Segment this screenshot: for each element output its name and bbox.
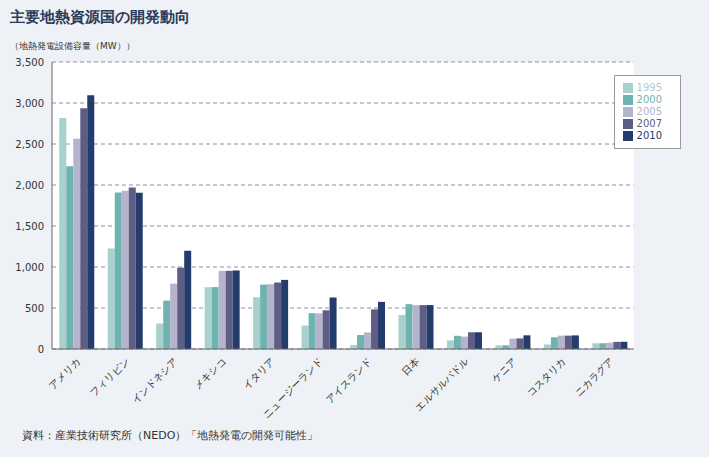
html-text:2000: 2000 [636,94,662,105]
svg-text:コスタリカ: コスタリカ [524,356,567,399]
svg-text:0: 0 [38,344,44,355]
svg-text:ケニア: ケニア [490,356,519,385]
svg-text:日本: 日本 [400,356,422,378]
svg-text:1,000: 1,000 [15,262,44,273]
svg-text:1,500: 1,500 [15,221,44,232]
html-text:主要地熱資源国の開発動向: 主要地熱資源国の開発動向 [10,8,190,26]
svg-text:ニカラグア: ニカラグア [573,356,616,399]
svg-text:フィリピン: フィリピン [88,356,131,399]
svg-text:ニュージーランド: ニュージーランド [261,356,325,420]
svg-text:イタリア: イタリア [240,356,276,392]
html-text:1995: 1995 [636,82,662,93]
svg-text:インドネシア: インドネシア [129,356,179,406]
svg-text:メキシコ: メキシコ [192,356,228,392]
html-text:2007: 2007 [636,118,662,129]
html-text:資料：産業技術研究所（NEDO）「地熱発電の開発可能性」: 資料：産業技術研究所（NEDO）「地熱発電の開発可能性」 [22,429,319,442]
html-text:（地熱発電設備容量（MW））: （地熱発電設備容量（MW）） [10,41,135,51]
html-text:2005: 2005 [636,106,662,117]
svg-text:2,500: 2,500 [15,139,44,150]
html-text:2010: 2010 [636,130,662,141]
svg-text:アイスランド: アイスランド [323,356,373,406]
svg-text:エルサルバドル: エルサルバドル [413,356,470,413]
svg-text:500: 500 [25,303,44,314]
svg-text:アメリカ: アメリカ [47,356,83,392]
svg-text:2,000: 2,000 [15,180,44,191]
svg-text:3,000: 3,000 [15,98,44,109]
svg-text:3,500: 3,500 [15,57,44,68]
